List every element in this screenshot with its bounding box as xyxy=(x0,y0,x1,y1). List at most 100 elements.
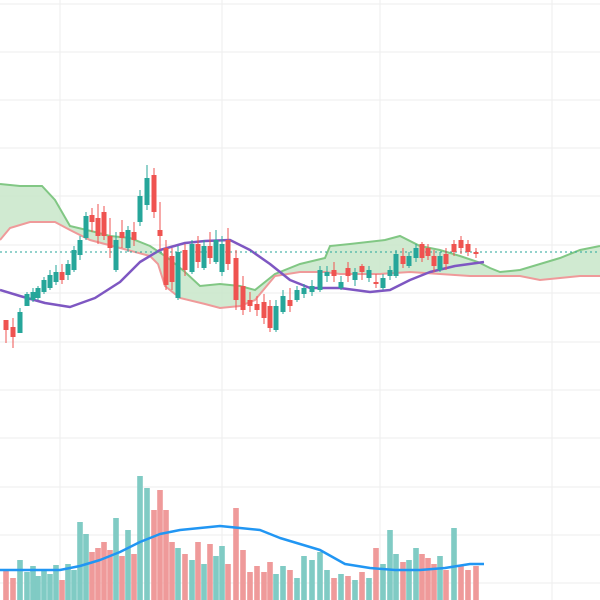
candle-body-24 xyxy=(151,175,157,212)
volume-bar-61 xyxy=(400,562,406,600)
candle-body-0 xyxy=(3,320,9,330)
candle-body-30 xyxy=(189,244,195,272)
volume-ma-line xyxy=(0,524,484,572)
candle-body-61 xyxy=(400,256,406,264)
candle-body-58 xyxy=(380,278,386,288)
cloud-leading-span-b xyxy=(0,221,600,310)
candle-body-9 xyxy=(59,272,65,280)
candle-body-14 xyxy=(89,215,95,222)
volume-bar-1 xyxy=(10,578,16,600)
candle-body-25 xyxy=(157,230,163,236)
candle-body-15 xyxy=(95,218,101,236)
candle-body-11 xyxy=(71,250,77,270)
volume-bar-58 xyxy=(380,564,386,600)
volume-bar-43 xyxy=(273,574,279,600)
candle-body-17 xyxy=(107,236,113,248)
volume-bar-28 xyxy=(175,548,181,600)
candle-body-36 xyxy=(225,240,231,264)
volume-bar-44 xyxy=(280,566,286,600)
volume-bar-70 xyxy=(458,566,464,600)
volume-bar-68 xyxy=(443,570,449,600)
candle-body-50 xyxy=(324,272,330,276)
volume-bar-25 xyxy=(157,490,163,600)
volume-bar-18 xyxy=(113,518,119,600)
volume-bar-27 xyxy=(169,542,175,600)
candle-body-54 xyxy=(352,272,358,280)
volume-bar-48 xyxy=(309,560,315,600)
volume-bar-42 xyxy=(267,562,273,600)
volume-bar-32 xyxy=(201,564,207,600)
candle-body-55 xyxy=(359,266,365,272)
volume-bar-66 xyxy=(431,564,437,600)
volume-bar-7 xyxy=(47,574,53,600)
candle-body-2 xyxy=(17,312,23,333)
volume-bar-15 xyxy=(95,548,101,600)
volume-bar-38 xyxy=(240,550,246,600)
volume-bar-72 xyxy=(473,566,479,600)
candle-body-62 xyxy=(406,256,412,266)
volume-bar-54 xyxy=(352,580,358,600)
candlesticks xyxy=(3,165,479,348)
cloud-bull-0 xyxy=(0,184,600,308)
volume-bar-39 xyxy=(247,572,253,600)
volume-bar-31 xyxy=(195,542,201,600)
candle-body-43 xyxy=(273,306,279,330)
candle-body-63 xyxy=(413,248,419,258)
candle-body-16 xyxy=(101,212,107,236)
candle-body-12 xyxy=(77,240,83,255)
candle-body-53 xyxy=(345,268,351,276)
volume-bar-19 xyxy=(119,556,125,600)
candle-body-47 xyxy=(301,288,307,294)
candle-body-68 xyxy=(443,254,449,264)
volume-bar-8 xyxy=(53,565,59,600)
candle-body-41 xyxy=(261,302,267,318)
candle-body-7 xyxy=(47,275,53,288)
volume-bar-64 xyxy=(419,554,425,600)
volume-bar-40 xyxy=(254,566,260,600)
candle-body-8 xyxy=(53,272,59,282)
volume-moving-average xyxy=(0,524,484,572)
volume-bar-37 xyxy=(233,508,239,600)
volume-bar-24 xyxy=(151,510,157,600)
ma-line xyxy=(0,238,485,309)
candle-body-32 xyxy=(201,246,207,268)
volume-bar-10 xyxy=(65,564,71,600)
candle-body-21 xyxy=(131,232,137,240)
candle-body-38 xyxy=(240,286,246,310)
volume-bar-53 xyxy=(345,576,351,600)
volume-bar-35 xyxy=(219,546,225,600)
volume-bar-51 xyxy=(331,578,337,600)
candle-body-57 xyxy=(373,282,379,284)
candle-body-71 xyxy=(465,244,471,252)
candle-body-31 xyxy=(195,244,201,262)
candle-body-20 xyxy=(125,230,131,248)
volume-bar-20 xyxy=(125,530,131,600)
candle-body-19 xyxy=(119,232,125,238)
candle-body-39 xyxy=(247,300,253,306)
candle-body-6 xyxy=(41,280,47,292)
volume-bar-34 xyxy=(213,556,219,600)
volume-bar-71 xyxy=(465,570,471,600)
candle-body-69 xyxy=(451,244,457,252)
moving-average xyxy=(0,238,485,309)
volume-bar-14 xyxy=(89,552,95,600)
candle-body-56 xyxy=(366,270,372,278)
volume-bar-55 xyxy=(359,572,365,600)
candle-body-10 xyxy=(65,264,71,275)
candle-body-49 xyxy=(317,270,323,290)
candle-body-44 xyxy=(280,296,286,312)
volume-bar-69 xyxy=(451,528,457,600)
volume-bar-62 xyxy=(406,560,412,600)
candle-body-29 xyxy=(182,250,188,270)
volume-bar-0 xyxy=(3,570,9,600)
volume-bar-23 xyxy=(144,488,150,600)
volume-bar-36 xyxy=(225,564,231,600)
candle-body-5 xyxy=(35,288,41,298)
candle-body-33 xyxy=(207,246,213,258)
candle-body-70 xyxy=(458,240,464,248)
ichimoku-cloud xyxy=(0,183,600,310)
candle-body-45 xyxy=(287,300,293,306)
candle-body-42 xyxy=(267,306,273,328)
volume-bar-49 xyxy=(317,552,323,600)
